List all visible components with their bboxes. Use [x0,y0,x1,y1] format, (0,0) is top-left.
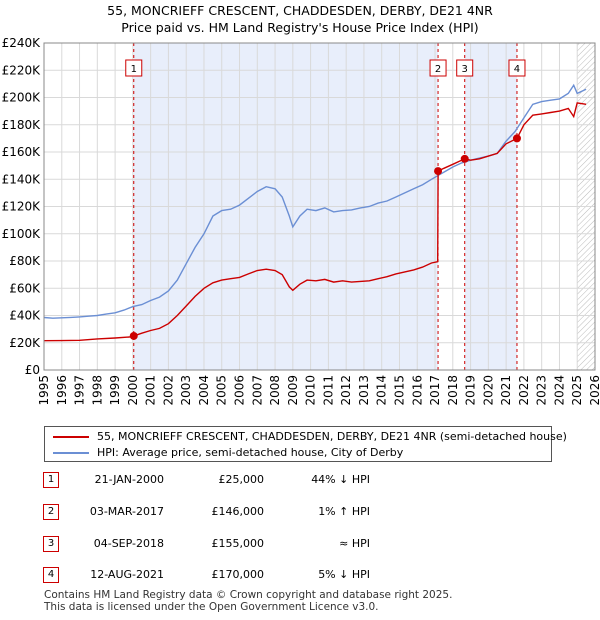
y-tick-label: £220K [2,63,42,77]
sale-badge: 2 [43,504,59,520]
chart-title: 55, MONCRIEFF CRESCENT, CHADDESDEN, DERB… [0,2,600,36]
sale-date: 12-AUG-2021 [90,568,164,581]
y-tick-label: £240K [2,36,42,50]
sale-badge: 3 [43,536,59,552]
sale-hpi-comparison: 44% ↓ HPI [311,473,370,486]
sale-marker-box [125,59,143,77]
sale-marker-number: 3 [462,64,468,75]
x-tick-label: 1996 [55,375,69,406]
x-tick-label: 2013 [357,375,371,406]
x-tick-label: 1998 [90,375,104,406]
x-tick-label: 2003 [179,375,193,406]
footer-copyright: Contains HM Land Registry data © Crown c… [44,589,453,601]
title-line-1: 55, MONCRIEFF CRESCENT, CHADDESDEN, DERB… [107,3,493,18]
y-tick-label: £60K [9,281,41,295]
x-tick-label: 2017 [428,375,442,406]
x-tick-label: 1995 [37,375,51,406]
x-tick-label: 2018 [446,375,460,406]
sale-date: 03-MAR-2017 [89,505,164,518]
x-tick-label: 2020 [481,375,495,406]
x-tick-label: 2024 [552,375,566,406]
legend-swatch-property [53,436,89,438]
x-tick-label: 2015 [392,375,406,406]
x-tick-label: 2001 [144,375,158,406]
x-tick-label: 2009 [286,375,300,406]
sale-badge: 1 [43,472,59,488]
sale-price: £25,000 [218,473,265,486]
x-tick-label: 2010 [304,375,318,406]
x-tick-label: 2011 [321,375,335,406]
sale-row: 3 04-SEP-2018 £155,000 ≈ HPI [0,534,600,556]
x-tick-label: 2023 [535,375,549,406]
x-tick-label: 1999 [108,375,122,406]
y-tick-label: £120K [2,200,42,214]
x-tick-label: 1997 [73,375,87,406]
y-tick-label: £100K [2,227,42,241]
sale-point [512,134,521,143]
x-tick-label: 2025 [570,375,584,406]
y-tick-label: £40K [9,309,41,323]
legend-label-property: 55, MONCRIEFF CRESCENT, CHADDESDEN, DERB… [97,430,567,443]
title-line-2: Price paid vs. HM Land Registry's House … [121,20,479,35]
y-tick-label: £0 [25,363,40,377]
x-tick-label: 2026 [588,375,600,406]
sale-date: 21-JAN-2000 [94,473,164,486]
sale-badge: 4 [43,567,59,583]
x-tick-label: 2022 [517,375,531,406]
property-series-line [43,102,587,342]
sale-row: 1 21-JAN-2000 £25,000 44% ↓ HPI [0,470,600,492]
sale-hpi-comparison: 5% ↓ HPI [318,568,370,581]
x-tick-label: 2014 [375,375,389,406]
y-tick-label: £200K [2,91,42,105]
sale-price: £146,000 [211,505,265,518]
sale-hpi-comparison: ≈ HPI [339,537,370,550]
y-tick-label: £80K [9,254,41,268]
sale-marker-number: 1 [131,64,137,75]
x-tick-label: 2021 [499,375,513,406]
sale-marker-box [508,59,526,77]
y-tick-label: £180K [2,118,42,132]
plot-frame [43,42,596,371]
x-tick-label: 2008 [268,375,282,406]
sale-marker-number: 2 [435,64,441,75]
sale-hpi-comparison: 1% ↑ HPI [318,505,370,518]
sale-row: 2 03-MAR-2017 £146,000 1% ↑ HPI [0,502,600,524]
sale-price: £170,000 [211,568,265,581]
sale-marker-number: 4 [514,64,520,75]
sale-row: 4 12-AUG-2021 £170,000 5% ↓ HPI [0,565,600,587]
x-tick-label: 2016 [410,375,424,406]
sale-date: 04-SEP-2018 [93,537,164,550]
x-tick-label: 2000 [126,375,140,406]
x-tick-label: 2007 [250,375,264,406]
x-tick-label: 2002 [161,375,175,406]
y-tick-label: £160K [2,145,42,159]
footer: Contains HM Land Registry data © Crown c… [44,589,452,613]
footer-licence: This data is licensed under the Open Gov… [44,601,379,613]
x-tick-label: 2019 [464,375,478,406]
x-tick-label: 2006 [233,375,247,406]
chart-legend: 55, MONCRIEFF CRESCENT, CHADDESDEN, DERB… [44,426,567,462]
x-tick-label: 2012 [339,375,353,406]
sale-price: £155,000 [211,537,265,550]
sale-point [129,331,138,340]
y-tick-label: £140K [2,172,42,186]
sale-point [434,167,443,176]
sale-marker-box [456,59,474,77]
sale-marker-box [429,59,447,77]
y-tick-label: £20K [9,336,41,350]
price-chart: £0 £20K £40K £60K £80K £100K £120K £140K £160K £1… [2,36,600,406]
x-tick-label: 2005 [215,375,229,406]
sale-point [460,154,469,163]
legend-swatch-hpi [53,452,89,454]
x-tick-label: 2004 [197,375,211,406]
legend-label-hpi: HPI: Average price, semi-detached house,… [97,446,404,459]
